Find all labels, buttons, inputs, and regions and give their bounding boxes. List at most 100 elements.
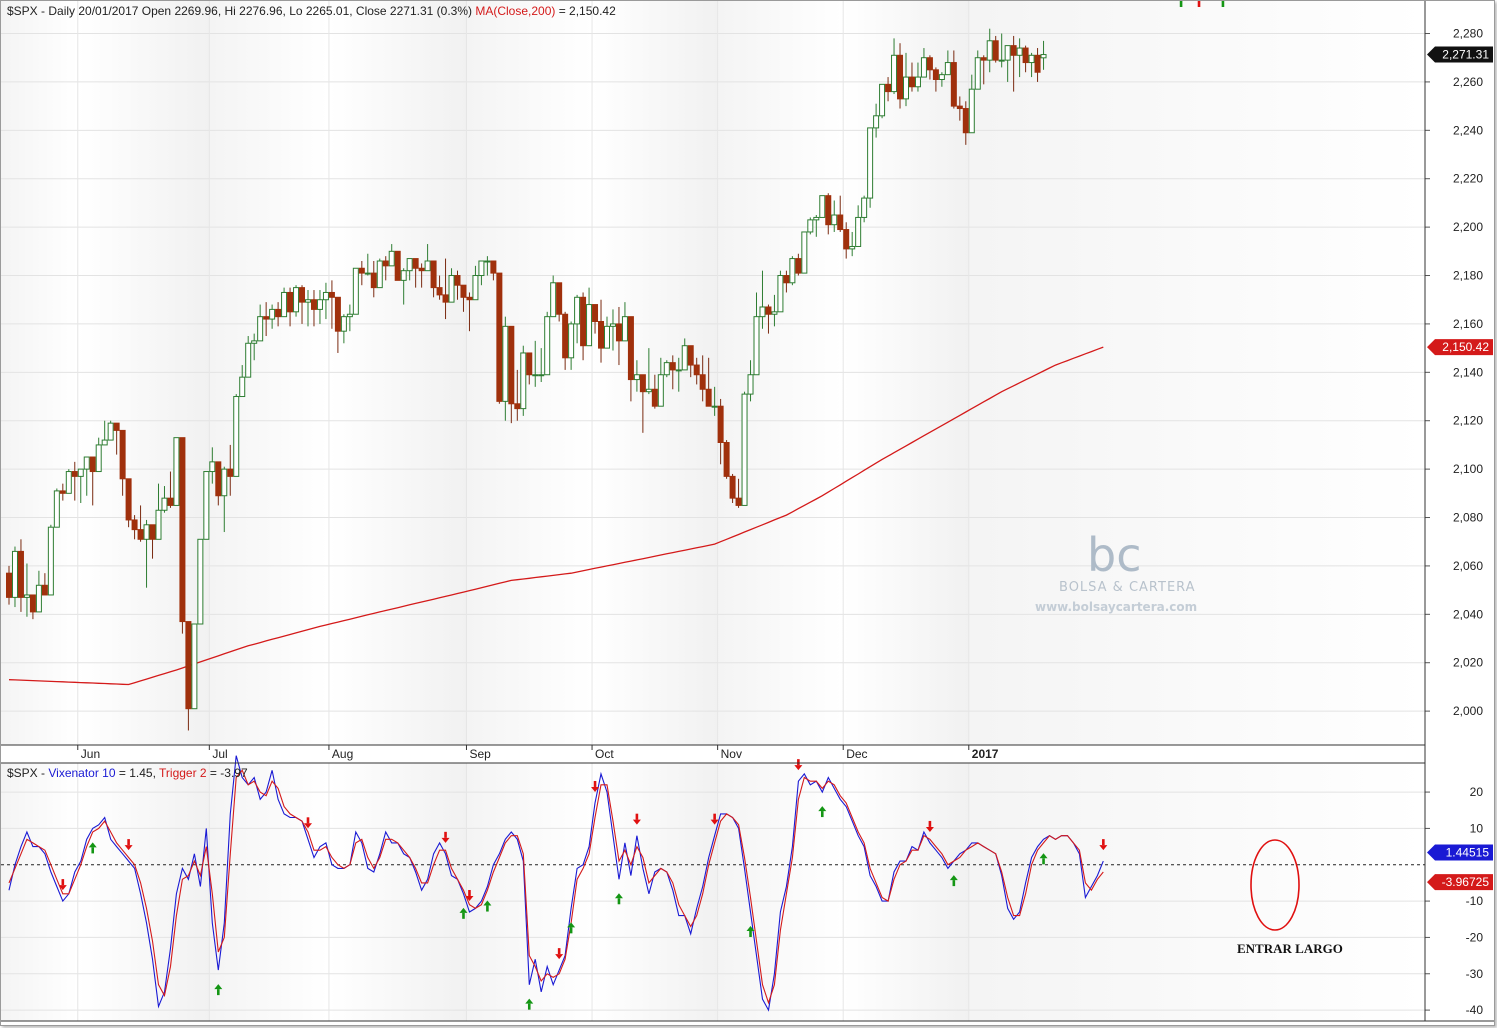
candle [711,386,718,416]
candle-body [412,258,419,269]
candle [867,127,874,208]
trigger-tag: -3.96725 [1427,874,1493,891]
sell-arrow [465,889,474,901]
candle-body [143,524,150,540]
sell-arrow [441,831,450,843]
candle-body [675,369,682,372]
candle-body [502,325,509,402]
candle-body [693,364,700,376]
candle [508,325,515,424]
candle-body [819,195,826,218]
candle-body [424,260,431,272]
arrow-shaft [127,839,130,846]
candle [221,466,228,533]
candle [765,304,772,334]
arrow-head [591,786,600,792]
candle [77,468,84,503]
candle [424,244,431,272]
candle [275,302,282,327]
candle-body [795,258,802,274]
candle-body [29,594,36,613]
candle-body [992,40,999,61]
candle-body [35,584,42,613]
trigger-line [8,769,1104,1005]
watermark: bc BOLSA & CARTERA www.bolsaycartera.com [1035,528,1197,614]
candle [831,200,838,232]
candle [490,260,497,281]
candle [227,444,234,496]
candle-body [257,316,264,342]
arrow-head [304,823,312,829]
candle-body [185,621,192,710]
candle-body [1022,47,1029,64]
candle-body [867,127,874,199]
candle-body [663,362,670,376]
candle [556,282,563,322]
month-band [1,763,78,1021]
candle [568,321,575,370]
candle-body [466,296,473,301]
candle [741,391,748,506]
candle [233,394,240,477]
candle-body [95,444,102,473]
arrow-head [459,907,468,913]
candle-body [615,323,622,342]
candle-body [604,325,610,349]
candle-body [71,471,78,477]
ind-tick-label: 10 [1470,821,1484,835]
candle [388,244,395,267]
close-tag: 2,271.31 [1427,46,1493,63]
candle [334,296,341,353]
candle [17,539,24,612]
candle [35,570,42,613]
candle [502,316,509,421]
arrow-head [710,819,719,825]
candle-body [980,57,987,61]
arrow-shaft [635,813,639,820]
candle-body [251,340,258,344]
candle-body [448,275,455,303]
buy-arrow [214,984,223,996]
candle-body [783,275,790,284]
candle-body [550,282,557,318]
candle-body [861,197,868,218]
candle-body [920,57,927,78]
candle [681,338,688,371]
buy-arrow [567,922,576,934]
month-band [209,763,329,1021]
buy-arrow [818,806,827,818]
candle [992,35,999,63]
arrow-head [1039,853,1048,859]
arrow-head [465,895,474,901]
candle [633,360,640,392]
candle-body [1004,45,1011,61]
candle-body [831,214,838,226]
candle [807,217,814,235]
candle [137,505,144,542]
candle-body [41,584,48,596]
candle-body [173,437,180,506]
candle [352,267,359,315]
candle-body [293,287,300,313]
candle [562,311,569,370]
candle [538,348,545,382]
arrow-head [124,845,133,851]
candle-body [556,282,563,315]
sell-arrow [58,879,67,891]
arrow-shaft [952,880,956,887]
candle-body [382,260,389,267]
watermark-url: www.bolsaycartera.com [1035,600,1197,614]
candle-body [681,345,688,371]
y-tick-label: 2,040 [1453,607,1483,621]
candle [71,461,78,501]
arrow-head [794,765,803,771]
candle-body [490,260,497,274]
candle [687,345,694,378]
candle-body [430,260,437,289]
candle-body [1028,54,1035,64]
y-tick-label: 2,140 [1453,365,1483,379]
candle [215,461,222,506]
candle [956,96,963,121]
y-tick-label: 2,020 [1453,656,1483,670]
candle [460,284,467,312]
